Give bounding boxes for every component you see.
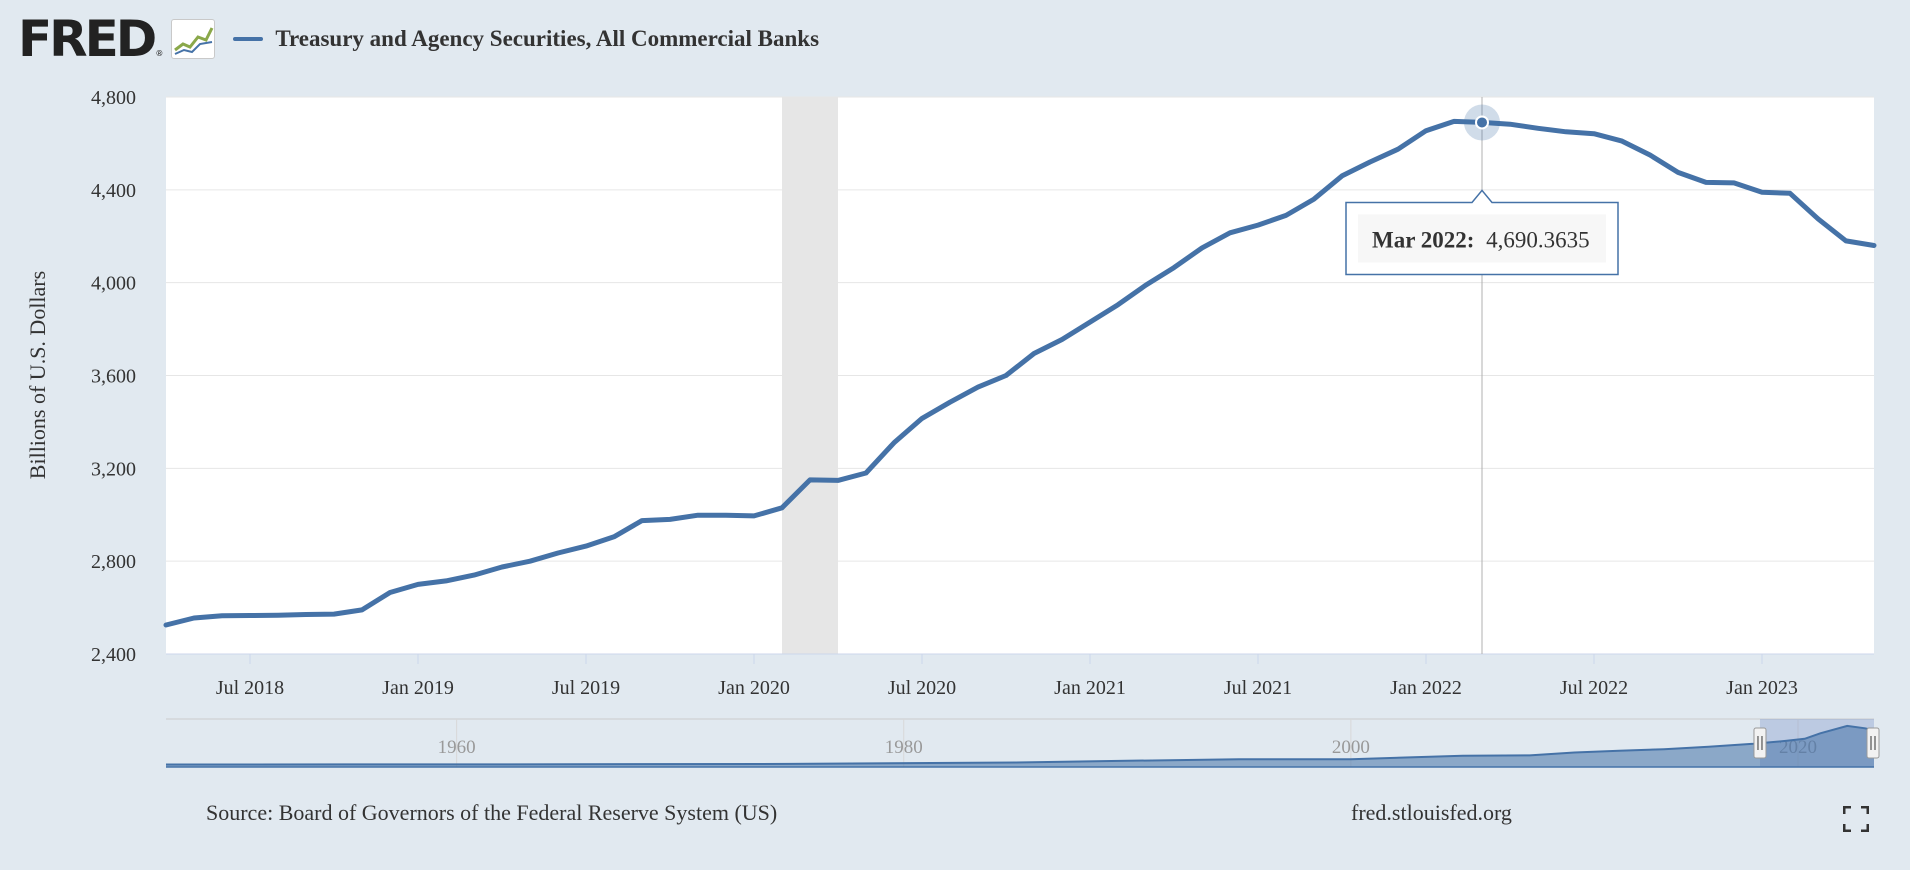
fred-registered-mark: ® [155,49,164,58]
x-tick-label: Jan 2023 [1726,677,1798,699]
tooltip-text: Mar 2022: 4,690.3635 [1372,227,1590,252]
x-tick-label: Jul 2020 [888,677,956,699]
navigator-year-label: 1960 [438,737,476,758]
y-tick-label: 3,200 [91,458,136,480]
x-tick-label: Jan 2020 [718,677,790,699]
x-tick-label: Jan 2022 [1390,677,1462,699]
tooltip-label-bg [1358,214,1606,263]
tooltip: Mar 2022: 4,690.3635 [1345,189,1619,276]
y-axis-title: Billions of U.S. Dollars [25,271,50,479]
navigator-handle[interactable] [1866,727,1880,759]
fullscreen-icon[interactable] [1842,805,1870,833]
x-axis: Jul 2018 Jan 2019 Jul 2019 Jan 2020 Jul 2020… [166,653,1874,699]
hover-point [1475,115,1489,130]
series-line [163,118,1877,628]
navigator-year-label: 2000 [1332,737,1370,758]
navigator-handle-body [1753,727,1767,759]
chart-header: FRED ® Treasury and Agency Securities, A… [18,14,819,64]
y-tick-label: 4,000 [91,273,136,295]
y-tick-label: 2,400 [91,644,136,666]
navigator[interactable]: 1960198020002020 [165,718,1880,768]
navigator-year-label: 1980 [885,737,923,758]
grid-layer [166,96,1874,655]
x-tick-label: Jul 2021 [1224,677,1292,699]
x-tick-label: Jul 2019 [552,677,620,699]
source-note: Source: Board of Governors of the Federa… [206,800,778,825]
x-tick-label: Jan 2021 [1054,677,1126,699]
fred-url[interactable]: fred.stlouisfed.org [1351,800,1512,825]
tooltip-value: 4,690.3635 [1486,227,1590,252]
y-tick-label: 2,800 [91,551,136,573]
x-tick-label: Jul 2022 [1560,677,1628,699]
y-tick-label: 4,400 [91,180,136,202]
navigator-line [165,724,1875,766]
y-axis: 2,400 2,800 3,200 3,600 4,000 4,400 4,800 [91,87,136,666]
navigator-handle[interactable] [1753,727,1767,759]
series-layer [163,104,1877,628]
series-title[interactable]: Treasury and Agency Securities, All Comm… [275,26,820,51]
legend-swatch [233,37,264,41]
fred-logo[interactable]: FRED [18,10,157,68]
x-tick-label: Jul 2018 [216,677,284,699]
tooltip-date: Mar 2022: [1372,227,1474,252]
navigator-handle-body [1866,727,1880,759]
y-tick-label: 4,800 [91,87,136,109]
chart-icon [171,19,216,59]
y-tick-label: 3,600 [91,366,136,388]
x-tick-label: Jan 2019 [382,677,454,699]
